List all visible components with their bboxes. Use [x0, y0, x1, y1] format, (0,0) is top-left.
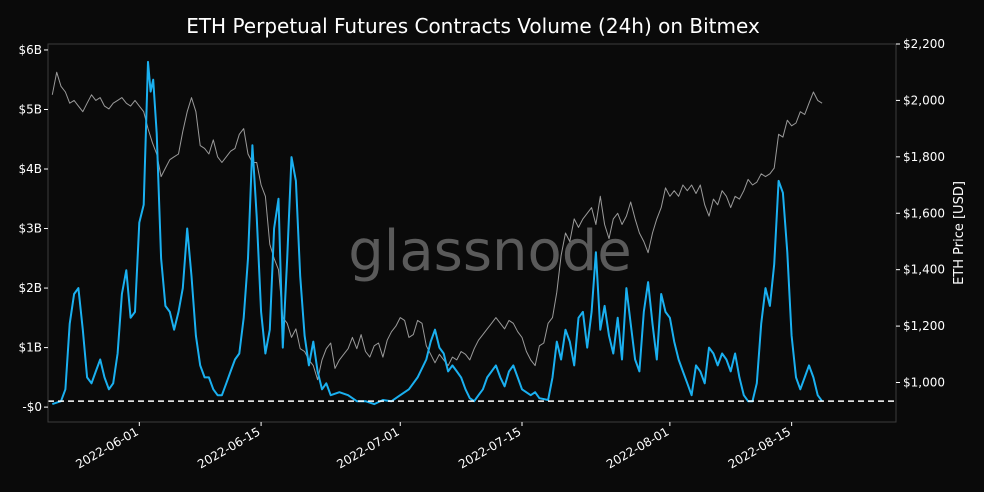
y-right-tick-label: $1,000 — [903, 376, 945, 390]
y-left-tick-label: $2B — [18, 281, 42, 295]
y-right-tick-label: $1,800 — [903, 150, 945, 164]
x-tick-label: 2022-06-01 — [73, 424, 140, 471]
y-axis-right-label: ETH Price [USD] — [952, 181, 967, 285]
chart-title: ETH Perpetual Futures Contracts Volume (… — [186, 14, 760, 38]
series-line-volume — [51, 60, 823, 406]
y-left-tick-label: -$0 — [22, 400, 42, 414]
plot-frame — [47, 43, 897, 423]
x-tick-label: 2022-06-15 — [195, 424, 262, 471]
y-right-tick-label: $1,200 — [903, 319, 945, 333]
y-axis-right: $1,000 $1,200 $1,400 $1,600 $1,800 $2,000 $2,2… — [896, 37, 945, 390]
x-axis: 2022-06-01 2022-06-15 2022-07-01 2022-07-15… — [73, 422, 793, 471]
x-tick-label: 2022-07-01 — [334, 424, 401, 471]
series-line-eth-price — [51, 71, 823, 381]
plot-lines — [48, 60, 896, 406]
y-right-tick-label: $1,400 — [903, 263, 945, 277]
y-axis-left: -$0 $1B $2B $3B $4B $5B $6B — [18, 43, 48, 414]
y-left-tick-label: $4B — [18, 162, 42, 176]
y-left-tick-label: $6B — [18, 43, 42, 57]
y-right-tick-label: $1,600 — [903, 206, 945, 220]
y-right-tick-label: $2,000 — [903, 93, 945, 107]
x-tick-label: 2022-08-01 — [604, 424, 671, 471]
y-left-tick-label: $1B — [18, 341, 42, 355]
watermark: glassnode — [348, 219, 632, 284]
x-tick-label: 2022-08-15 — [726, 424, 793, 471]
y-left-tick-label: $5B — [18, 102, 42, 116]
y-left-tick-label: $3B — [18, 222, 42, 236]
y-right-tick-label: $2,200 — [903, 37, 945, 51]
x-tick-label: 2022-07-15 — [456, 424, 523, 471]
